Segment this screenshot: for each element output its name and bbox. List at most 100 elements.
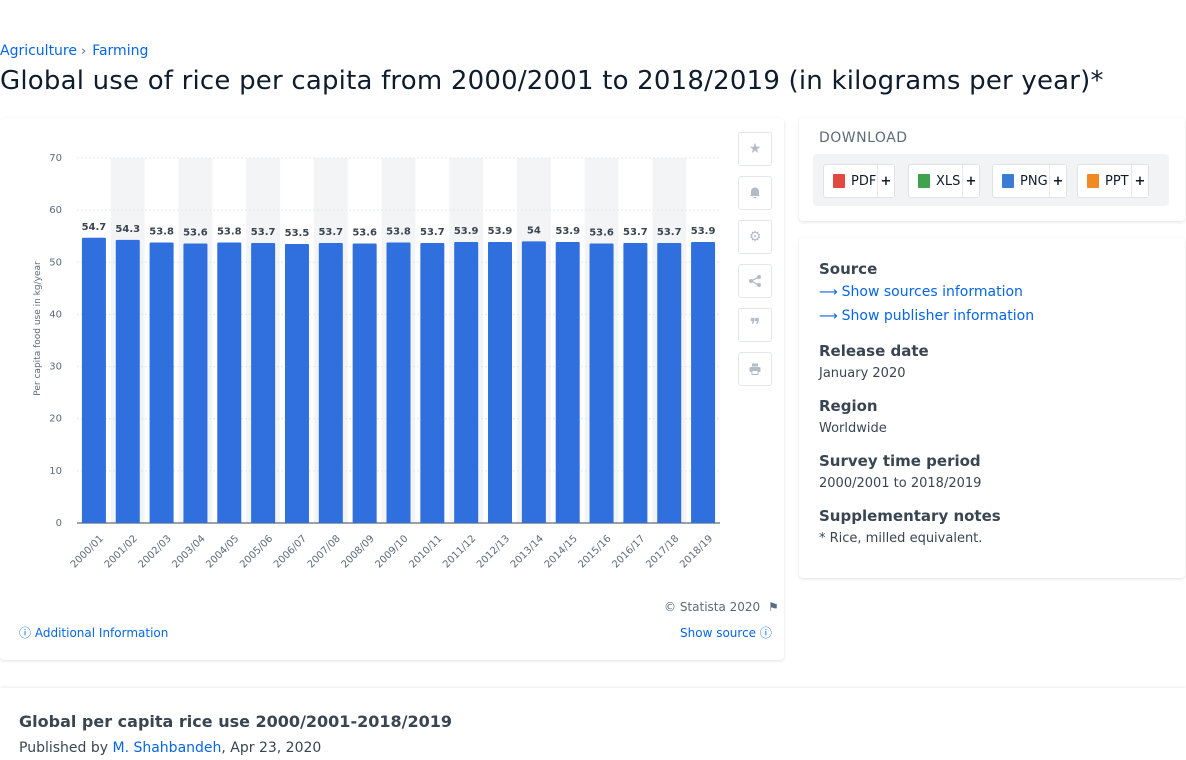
quote-icon[interactable]: ❞ [738, 308, 772, 342]
publish-date: , Apr 23, 2020 [221, 740, 322, 756]
bar [318, 242, 343, 523]
bar [521, 241, 546, 523]
png-file-icon [1002, 174, 1014, 188]
xls-file-icon [918, 174, 930, 188]
x-tick-label: 2012/13 [475, 533, 512, 570]
bar-chart: 0 10 20 30 40 50 60 70 54.7 54.3 53.8 53.6 53.8 53.7… [33, 153, 720, 570]
arrow-right-icon: ⟶ [819, 309, 838, 324]
x-tick-label: 2005/06 [238, 533, 275, 570]
bar [420, 242, 445, 523]
share-icon[interactable] [738, 264, 772, 298]
x-tick-label: 2006/07 [272, 533, 309, 570]
breadcrumb-item-agriculture[interactable]: Agriculture [0, 43, 77, 59]
x-tick-label: 2018/19 [678, 533, 715, 570]
download-buttons-bar: PDF + XLS + PNG + PPT + [813, 154, 1169, 206]
bar [115, 239, 140, 523]
xls-label: XLS [936, 173, 961, 189]
supplementary-notes-value: * Rice, milled equivalent. [819, 531, 983, 546]
top-navigation-bar [0, 0, 1186, 38]
download-ppt-button[interactable]: PPT + [1077, 164, 1149, 198]
download-title: DOWNLOAD [819, 130, 908, 146]
data-label: 54.7 [82, 222, 107, 233]
bar [251, 242, 276, 523]
y-tick-label: 70 [49, 153, 62, 164]
author-link[interactable]: M. Shahbandeh [112, 740, 222, 756]
show-sources-link[interactable]: ⟶ Show sources information [819, 284, 1023, 300]
survey-period-value: 2000/2001 to 2018/2019 [819, 476, 982, 491]
download-pdf-button[interactable]: PDF + [823, 164, 895, 198]
data-label: 53.8 [149, 226, 174, 237]
flag-icon[interactable]: ⚑ [768, 600, 779, 614]
x-tick-label: 2008/09 [340, 533, 377, 570]
show-publisher-link[interactable]: ⟶ Show publisher information [819, 308, 1034, 324]
print-icon[interactable] [738, 352, 772, 386]
y-tick-label: 40 [49, 309, 62, 320]
additional-information-link[interactable]: ⓘ Additional Information [19, 624, 168, 641]
release-date-value: January 2020 [819, 366, 906, 381]
data-label: 53.9 [691, 226, 716, 237]
info-circle-icon: ⓘ [759, 626, 772, 640]
bar [555, 241, 580, 523]
gear-icon[interactable]: ⚙ [738, 220, 772, 254]
show-publisher-label: Show publisher information [841, 308, 1035, 324]
ppt-plus[interactable]: + [1131, 165, 1148, 197]
download-card: DOWNLOAD PDF + XLS + PNG + PPT + [799, 118, 1185, 221]
source-heading: Source [819, 260, 878, 278]
data-label: 53.7 [251, 227, 276, 238]
breadcrumb-item-farming[interactable]: Farming [92, 43, 149, 59]
bar [284, 244, 309, 523]
star-icon[interactable]: ★ [738, 132, 772, 166]
x-tick-label: 2017/18 [644, 533, 681, 570]
bar [386, 242, 411, 523]
pdf-plus[interactable]: + [877, 165, 894, 197]
chart-toolbar: ★ ⚙ ❞ [738, 132, 772, 396]
data-label: 54.3 [115, 224, 140, 235]
pdf-label: PDF [851, 173, 877, 189]
xls-plus[interactable]: + [962, 165, 979, 197]
x-tick-label: 2010/11 [407, 533, 444, 570]
pdf-file-icon [833, 174, 845, 188]
bell-icon[interactable] [738, 176, 772, 210]
x-tick-label: 2007/08 [306, 533, 343, 570]
statistic-info-card: Source ⟶ Show sources information ⟶ Show p… [799, 238, 1185, 578]
data-label: 53.6 [352, 228, 377, 239]
supplementary-notes-heading: Supplementary notes [819, 507, 1001, 525]
copyright-text: © Statista 2020 [664, 600, 761, 614]
x-tick-label: 2013/14 [509, 533, 546, 570]
bar [217, 242, 242, 523]
x-tick-label: 2004/05 [204, 533, 241, 570]
data-label: 53.7 [623, 227, 648, 238]
x-tick-label: 2011/12 [441, 533, 478, 570]
arrow-right-icon: ⟶ [819, 285, 838, 300]
data-label: 53.9 [555, 226, 580, 237]
y-tick-label: 30 [49, 362, 62, 373]
download-png-button[interactable]: PNG + [992, 164, 1067, 198]
show-source-link[interactable]: Show source ⓘ [680, 624, 772, 641]
y-tick-label: 10 [49, 466, 62, 477]
article-card: Global per capita rice use 2000/2001-201… [0, 688, 1186, 760]
bar [589, 243, 614, 523]
png-plus[interactable]: + [1049, 165, 1066, 197]
data-label: 53.5 [285, 228, 310, 239]
ppt-file-icon [1087, 174, 1099, 188]
chart-copyright: © Statista 2020 ⚑ [664, 600, 779, 614]
bar [454, 241, 479, 523]
x-tick-label: 2015/16 [577, 533, 614, 570]
page-title: Global use of rice per capita from 2000/… [0, 66, 1104, 96]
x-tick-label: 2002/03 [137, 533, 174, 570]
bar [691, 241, 716, 523]
ppt-label: PPT [1105, 173, 1129, 189]
x-tick-label: 2001/02 [103, 533, 140, 570]
show-sources-label: Show sources information [841, 284, 1023, 300]
y-tick-label: 20 [49, 414, 62, 425]
data-label: 53.7 [657, 227, 682, 238]
x-tick-label: 2000/01 [69, 533, 106, 570]
bar [81, 237, 106, 523]
region-value: Worldwide [819, 421, 887, 436]
download-xls-button[interactable]: XLS + [908, 164, 980, 198]
png-label: PNG [1020, 173, 1048, 189]
y-axis-label: Per capita food use in kg/year [33, 261, 43, 396]
survey-period-heading: Survey time period [819, 452, 981, 470]
article-byline: Published by M. Shahbandeh, Apr 23, 2020 [19, 740, 321, 756]
data-label: 53.7 [420, 227, 445, 238]
